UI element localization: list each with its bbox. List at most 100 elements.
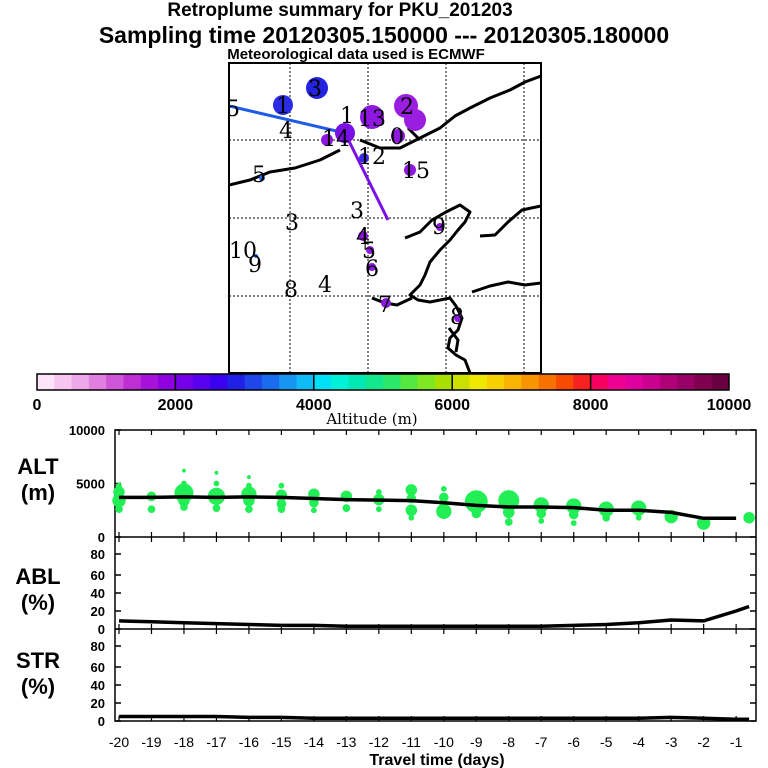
alt-point	[245, 505, 253, 514]
colorbar-cell	[383, 374, 401, 390]
colorbar-cell	[400, 374, 419, 390]
colorbar-cell	[71, 374, 90, 390]
plume-circle	[254, 254, 258, 258]
x-tick-label: -4	[632, 734, 645, 750]
trajectory-south	[343, 132, 390, 221]
map-label: 5	[362, 239, 376, 264]
colorbar-cell	[279, 374, 297, 390]
map-label: 0	[390, 125, 404, 150]
alt-point	[147, 505, 156, 514]
y-tick-label: 40	[91, 678, 105, 693]
plume-circle	[259, 175, 265, 181]
map-label: 12	[358, 145, 386, 170]
x-tick-label: -7	[535, 734, 548, 750]
alt-point	[439, 492, 449, 503]
colorbar-cell	[538, 374, 557, 390]
title-line-3: Meteorological data used is ECMWF	[227, 46, 485, 63]
alt-point	[538, 518, 545, 524]
alt-point	[743, 511, 755, 524]
alt-point	[436, 503, 452, 519]
plume-circle	[359, 153, 369, 163]
colorbar-tick-label: 10000	[707, 397, 752, 414]
plume-circle	[404, 109, 426, 131]
alt-point	[375, 489, 382, 495]
y-tick-label: 0	[98, 530, 105, 545]
y-tick-label: 0	[98, 714, 105, 729]
plume-circle	[306, 77, 328, 99]
colorbar-cell	[37, 374, 55, 390]
coastlines	[229, 74, 541, 373]
colorbar-cell	[313, 374, 332, 390]
x-tick-label: -14	[304, 734, 324, 750]
map-label: 10	[229, 239, 257, 264]
plume-circle	[454, 314, 462, 322]
panel-label-unit-0: (m)	[21, 480, 55, 505]
alt-point	[212, 504, 221, 512]
colorbar-tick-label: 8000	[573, 397, 609, 414]
title-line-2: Sampling time 20120305.150000 --- 201203…	[98, 22, 670, 48]
y-tick-label: 0	[98, 622, 105, 637]
y-tick-label: 20	[91, 604, 105, 619]
x-tick-label: -8	[503, 734, 516, 750]
alt-point	[602, 513, 611, 522]
map-label: 4	[356, 225, 370, 250]
panel-label-unit-1: (%)	[21, 590, 55, 615]
y-tick-label: 80	[91, 639, 105, 654]
x-tick-label: -13	[336, 734, 356, 750]
colorbar-cell	[261, 374, 280, 390]
y-tick-label: 40	[91, 586, 105, 601]
colorbar-cell	[504, 374, 522, 390]
altitude-colorbar: 0 2000 4000 6000 8000 10000 Altitude (m)	[33, 373, 752, 428]
alt-point	[635, 514, 642, 521]
map-label: 13	[358, 107, 386, 132]
map-label: 15	[402, 159, 430, 184]
alt-point	[503, 506, 515, 519]
alt-point	[375, 506, 382, 513]
plume-circle	[436, 223, 444, 231]
alt-point	[570, 520, 577, 526]
x-tick-label: -16	[239, 734, 259, 750]
y-tick-label: 80	[91, 547, 105, 562]
alt-point	[504, 518, 513, 526]
alt-point	[213, 480, 220, 487]
map-label: 3	[308, 77, 322, 102]
x-tick-label: -12	[369, 734, 389, 750]
colorbar-cell	[227, 374, 246, 390]
colorbar-tick-label: 6000	[434, 397, 470, 414]
alt-point	[309, 497, 319, 508]
map-panel: 5 3 1 4 1 13 2 14 0 12 15 5 3 3 4 5 9 10…	[228, 62, 542, 374]
x-tick-label: -18	[174, 734, 194, 750]
map-label: 3	[350, 199, 364, 224]
map-label: 8	[284, 278, 298, 303]
panel-label-0: ALT	[17, 454, 59, 479]
alt-point	[278, 482, 285, 489]
map-label: 2	[400, 95, 414, 120]
plume-circle	[368, 263, 376, 271]
colorbar-cell	[175, 374, 194, 390]
x-tick-label: -20	[109, 734, 129, 750]
x-tick-label: -10	[434, 734, 454, 750]
colorbar-cell	[365, 374, 384, 390]
colorbar-cell	[590, 374, 609, 390]
map-label: 9	[248, 253, 262, 278]
map-label: 8	[450, 305, 464, 330]
colorbar-cell	[158, 374, 176, 390]
alt-median-line	[119, 495, 737, 521]
str-line	[119, 714, 750, 721]
x-tick-label: -5	[600, 734, 613, 750]
trajectory-west	[229, 104, 346, 135]
x-tick-label: -15	[271, 734, 291, 750]
y-tick-label: 60	[91, 660, 105, 675]
map-label: 7	[378, 293, 392, 318]
colorbar-cell	[642, 374, 661, 390]
colorbar-frame	[36, 373, 730, 391]
plume-circles	[254, 77, 462, 322]
x-tick-label: -3	[665, 734, 678, 750]
alt-point	[277, 505, 286, 514]
colorbar-cell	[625, 374, 643, 390]
plume-circle	[335, 123, 355, 143]
colorbar-cell	[607, 374, 626, 390]
alt-point	[471, 508, 482, 519]
map-label: 4	[279, 119, 293, 144]
colorbar-cell	[486, 374, 505, 390]
